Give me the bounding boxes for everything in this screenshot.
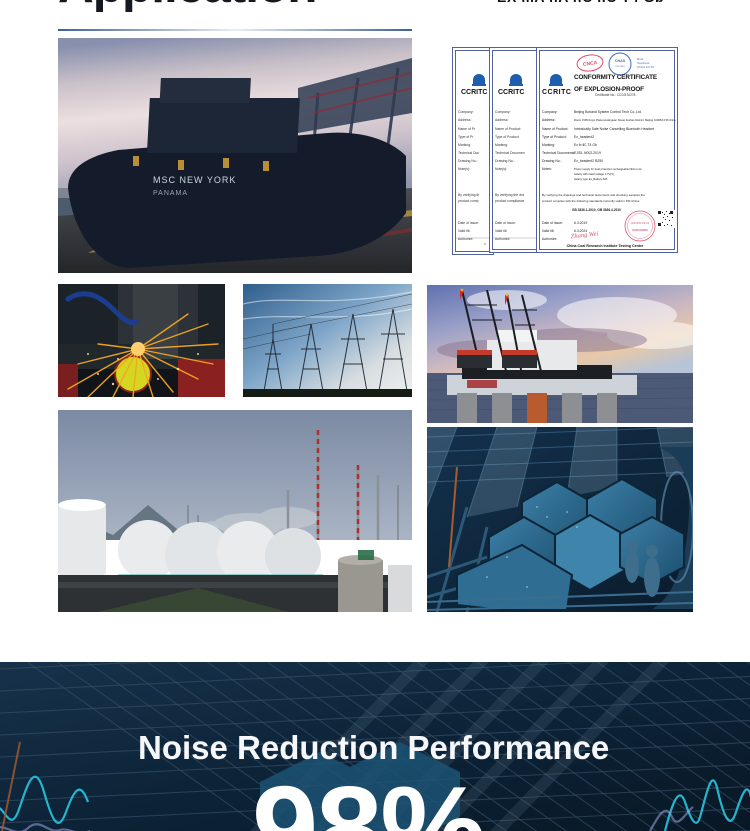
svg-text:Authorize:: Authorize:: [542, 237, 557, 241]
svg-text:Drawing No.:: Drawing No.:: [458, 159, 478, 163]
svg-text:By verifying th: By verifying th: [458, 193, 479, 197]
svg-text:Valid till:: Valid till:: [542, 229, 554, 233]
svg-text:CNAS: CNAS: [615, 59, 626, 63]
svg-text:Technical Doc: Technical Doc: [458, 151, 479, 155]
svg-text:C: C: [484, 242, 486, 246]
svg-text:Zhang Wei: Zhang Wei: [570, 230, 599, 240]
svg-text:EJ/DL N002-2019: EJ/DL N002-2019: [574, 151, 601, 155]
svg-text:6.3.2019: 6.3.2019: [574, 221, 587, 225]
svg-text:battery type Ex_Battery #26.: battery type Ex_Battery #26.: [574, 177, 608, 181]
svg-text:Technical Documents:: Technical Documents:: [542, 151, 575, 155]
svg-text:Address:: Address:: [495, 118, 508, 122]
svg-text:Marking:: Marking:: [495, 143, 508, 147]
svg-text:Date of Issue:: Date of Issue:: [495, 221, 516, 225]
svg-text:By verifying the drawings and: By verifying the drawings and technical …: [542, 193, 645, 197]
svg-text:Power supply for dual protecti: Power supply for dual protection recharg…: [574, 167, 642, 171]
svg-text:Drawing No.:: Drawing No.:: [495, 159, 515, 163]
svg-text:Authorize:: Authorize:: [458, 237, 473, 241]
svg-text:Ex ib ⅡC T4 Gb: Ex ib ⅡC T4 Gb: [574, 143, 597, 147]
svg-text:CCRITC: CCRITC: [498, 89, 524, 96]
svg-text:battery with rated voltage 3.7: battery with rated voltage 3.7V(V),: [574, 172, 615, 176]
svg-text:Date of Issue:: Date of Issue:: [542, 221, 563, 225]
svg-text:EXPLOSION: EXPLOSION: [632, 228, 647, 232]
svg-text:Note(s):: Note(s):: [495, 167, 507, 171]
svg-text:Date of Issue:: Date of Issue:: [458, 221, 479, 225]
svg-text:product compliance: product compliance: [495, 199, 525, 203]
svg-text:Company:: Company:: [458, 110, 474, 114]
svg-text:Beijing Borland System Control: Beijing Borland System Control Tech Co.,…: [574, 110, 642, 114]
svg-text:product complies with the foll: product complies with the following stan…: [542, 199, 640, 203]
svg-text:CERTIFICATE OF: CERTIFICATE OF: [631, 222, 650, 225]
svg-text:CNCA: CNCA: [583, 60, 599, 68]
svg-text:Address:: Address:: [458, 118, 471, 122]
svg-text:By verifying the dra: By verifying the dra: [495, 193, 524, 197]
svg-text:product comp: product comp: [458, 199, 479, 203]
svg-text:Type of Product:: Type of Product:: [542, 135, 567, 139]
svg-text:Note(s):: Note(s):: [458, 167, 470, 171]
svg-text:Name of Product:: Name of Product:: [542, 127, 568, 131]
svg-text:CONFORMITY CERTIFICATE: CONFORMITY CERTIFICATE: [574, 74, 657, 81]
svg-text:Address:: Address:: [542, 118, 555, 122]
svg-text:China CCTC: China CCTC: [637, 65, 655, 69]
svg-text:Valid till:: Valid till:: [458, 229, 470, 233]
svg-text:GB 3836.1-2010, GB 3836.4-20: GB 3836.1-2010, GB 3836.4-2010: [572, 208, 621, 212]
svg-text:PANAMA: PANAMA: [153, 190, 188, 197]
svg-text:Type of Pr: Type of Pr: [458, 135, 474, 139]
svg-text:China Coal Research Institute: China Coal Research Institute Testing Ce…: [567, 244, 644, 248]
svg-text:Marking:: Marking:: [542, 143, 555, 147]
svg-text:TESTING: TESTING: [615, 66, 625, 68]
svg-text:Technical Documen: Technical Documen: [495, 151, 525, 155]
svg-text:Intrinsically Safe Noise Cance: Intrinsically Safe Noise Cancelling Blue…: [574, 127, 654, 131]
svg-text:Company:: Company:: [542, 110, 558, 114]
svg-text:Ex_header#2: Ex_header#2: [574, 135, 594, 139]
svg-text:Notes:: Notes:: [542, 167, 552, 171]
svg-text:Authorize:: Authorize:: [495, 237, 510, 241]
svg-text:Valid till:: Valid till:: [495, 229, 507, 233]
svg-text:Name of Product: Name of Product: [495, 127, 520, 131]
svg-text:CCRITC: CCRITC: [542, 89, 571, 96]
svg-text:Room 1505,Fuyin Plaza Huolingu: Room 1505,Fuyin Plaza Huolinguan Street,…: [574, 118, 676, 122]
svg-text:MSC NEW YORK: MSC NEW YORK: [153, 175, 236, 185]
svg-text:CCRITC: CCRITC: [461, 89, 487, 96]
svg-text:Drawing No.:: Drawing No.:: [542, 159, 562, 163]
svg-text:Type of Product: Type of Product: [495, 135, 519, 139]
svg-text:Certificate No.: CC0J19J278: Certificate No.: CC0J19J278: [595, 93, 636, 97]
svg-text:OF EXPLOSION-PROOF: OF EXPLOSION-PROOF: [574, 86, 644, 93]
svg-text:Name of Pr: Name of Pr: [458, 127, 476, 131]
svg-text:Company:: Company:: [495, 110, 511, 114]
svg-text:Marking:: Marking:: [458, 143, 471, 147]
svg-text:Ex_header#2 B250: Ex_header#2 B250: [574, 159, 603, 163]
